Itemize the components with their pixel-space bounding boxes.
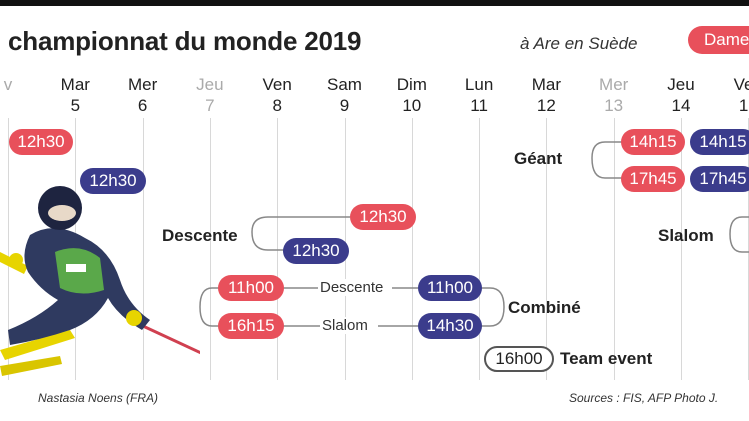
day-number: 15: [738, 96, 749, 115]
day-number: 8: [272, 96, 282, 115]
photo-caption: Nastasia Noens (FRA): [38, 391, 159, 405]
geant-men-time-2: 17h45: [690, 166, 749, 192]
day-header-2: Mer 6: [113, 74, 173, 116]
bib-number-patch: [66, 264, 86, 272]
day-gridline: [681, 118, 682, 380]
day-header-0: v: [0, 74, 38, 95]
team-event-time: 16h00: [484, 346, 554, 372]
slalom-label: Slalom: [658, 226, 714, 245]
geant-women-time-1: 14h15: [621, 129, 685, 155]
day-header-9: Mer 13: [584, 74, 644, 116]
day-name: Dim: [396, 75, 427, 94]
descente-women-time: 12h30: [350, 204, 416, 230]
top-men-time: 12h30: [80, 168, 146, 194]
day-number: 6: [137, 96, 148, 115]
day-name: Jeu: [196, 75, 224, 94]
ski-pole: [129, 318, 200, 355]
combine-men-time-2: 14h30: [418, 313, 482, 339]
day-header-4: Ven 8: [247, 74, 307, 116]
day-name: Mer: [127, 75, 158, 94]
combine-women-time-2: 16h15: [218, 313, 284, 339]
day-name: Mer: [599, 75, 629, 94]
day-gridline: [277, 118, 278, 380]
day-name: Lun: [464, 75, 494, 94]
geant-women-time-2: 17h45: [621, 166, 685, 192]
combine-men-time-1: 11h00: [418, 275, 482, 301]
ski-left: [0, 330, 75, 360]
day-name: Mar: [531, 75, 562, 94]
page-subtitle: à Are en Suède: [520, 34, 638, 53]
day-name: Sam: [327, 75, 362, 94]
combine-descente-label: Descente: [318, 279, 386, 296]
day-number: 11: [470, 96, 488, 115]
page-title: championnat du monde 2019: [8, 26, 362, 56]
geant-label: Géant: [514, 149, 563, 168]
legend-women-badge: Dame: [688, 26, 749, 54]
descente-label: Descente: [162, 226, 238, 245]
combine-women-time-1: 11h00: [218, 275, 284, 301]
day-gridline: [412, 118, 413, 380]
day-number: 14: [671, 96, 691, 115]
skier-glove-left: [9, 253, 23, 267]
day-gridline: [143, 118, 144, 380]
geant-bracket: [591, 141, 622, 179]
day-number: 9: [339, 96, 350, 115]
day-gridline: [546, 118, 547, 380]
team-event-label: Team event: [560, 349, 653, 368]
day-header-11: Ven 15: [718, 74, 749, 116]
day-number: 7: [205, 96, 215, 115]
descente-men-time: 12h30: [283, 238, 349, 264]
day-header-1: Mar 5: [45, 74, 105, 116]
day-number: 10: [402, 96, 422, 115]
day-name: v: [3, 75, 13, 94]
combine-right-bracket: [480, 287, 505, 327]
day-name: Jeu: [667, 75, 695, 94]
sources-caption: Sources : FIS, AFP Photo J.: [569, 391, 719, 405]
day-number: 12: [536, 96, 556, 115]
day-header-3: Jeu 7: [180, 74, 240, 116]
day-header-8: Mar 12: [516, 74, 576, 116]
top-bar: [0, 0, 749, 6]
day-name: Mar: [60, 75, 90, 94]
skier-photo: [0, 186, 200, 376]
day-number: 5: [70, 96, 81, 115]
day-name: Ven: [262, 75, 292, 94]
top-women-time: 12h30: [9, 129, 73, 155]
combine-slalom-label: Slalom: [320, 317, 370, 334]
combine-left-bracket: [199, 287, 222, 327]
skier-glove-right: [126, 310, 142, 326]
day-header-5: Sam 9: [315, 74, 375, 116]
geant-men-time-1: 14h15: [690, 129, 749, 155]
day-header-6: Dim 10: [382, 74, 442, 116]
day-gridline: [8, 118, 9, 380]
day-gridline: [479, 118, 480, 380]
day-gridline: [210, 118, 211, 380]
day-name: Ven: [733, 75, 749, 94]
ski-right: [0, 356, 62, 376]
combine-label: Combiné: [508, 298, 581, 317]
descente-bracket: [251, 216, 350, 251]
skier-goggles: [48, 205, 76, 221]
day-header-7: Lun 11: [449, 74, 509, 116]
day-gridline: [614, 118, 615, 380]
day-header-10: Jeu 14: [651, 74, 711, 116]
day-number: 13: [604, 96, 624, 115]
slalom-bracket: [729, 216, 749, 253]
